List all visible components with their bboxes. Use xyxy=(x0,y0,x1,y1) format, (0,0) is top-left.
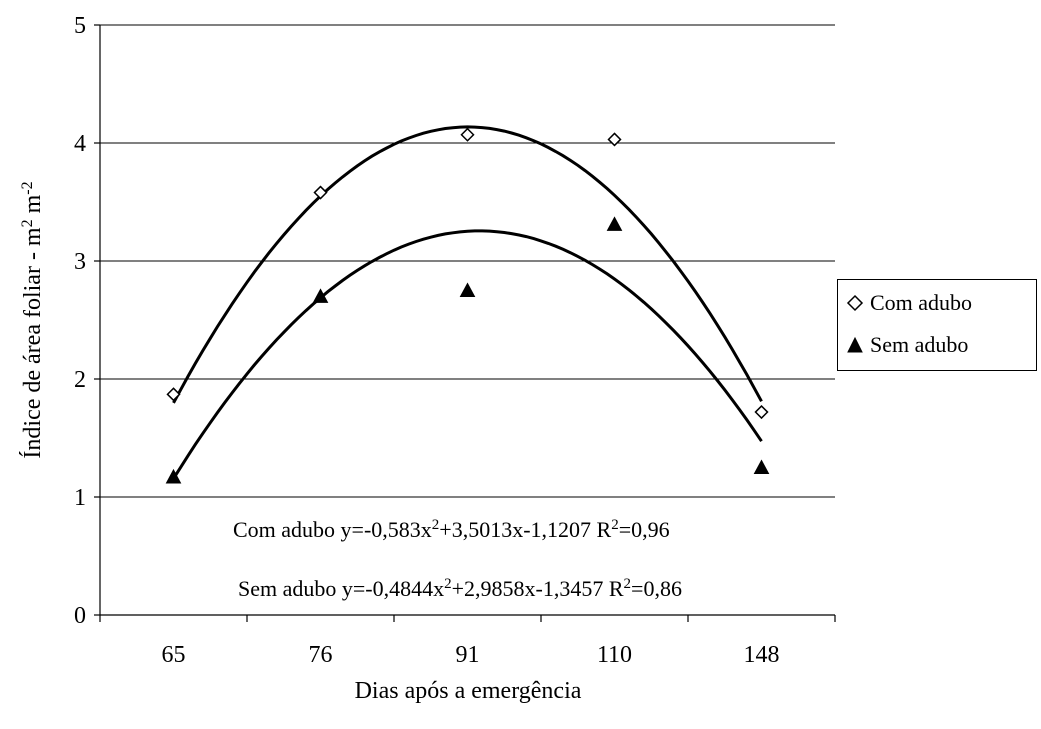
y-axis-title-sup2: -2 xyxy=(19,181,36,194)
y-axis-title-main: Índice de área foliar - m xyxy=(20,227,46,459)
data-points xyxy=(165,127,770,484)
y-tick-label: 0 xyxy=(74,603,86,629)
x-axis-title: Dias após a emergência xyxy=(355,678,582,704)
y-tick-label: 3 xyxy=(74,249,86,275)
y-axis-title-mid: m xyxy=(20,194,46,219)
y-tick-label: 1 xyxy=(74,485,86,511)
legend-item-com-adubo: Com adubo xyxy=(846,290,972,316)
y-axis-title-sup1: 2 xyxy=(19,219,36,227)
y-axis-title: Índice de área foliar - m2 m-2 xyxy=(19,181,47,458)
legend-item-sem-adubo: Sem adubo xyxy=(846,332,968,358)
point-com-adubo xyxy=(313,185,328,200)
point-sem-adubo xyxy=(165,468,182,484)
point-sem-adubo xyxy=(753,459,770,474)
x-tick-label: 148 xyxy=(744,642,780,668)
fit-curve-com-adubo xyxy=(172,125,763,404)
eq2-pre: Sem adubo y=-0,4844x xyxy=(238,576,444,601)
eq2-post: =0,86 xyxy=(631,576,682,601)
equation-com-adubo: Com adubo y=-0,583x2+3,5013x-1,1207 R2=0… xyxy=(233,517,670,542)
point-com-adubo xyxy=(607,132,622,147)
diamond-icon xyxy=(846,294,864,312)
fit-curves xyxy=(172,125,763,480)
x-tick-label: 110 xyxy=(597,642,632,668)
legend-label-com-adubo: Com adubo xyxy=(870,290,973,315)
fit-curve-sem-adubo xyxy=(172,229,763,480)
x-tick-group: 65 76 91 110 148 xyxy=(99,615,836,668)
eq1-mid: +3,5013x-1,1207 R xyxy=(439,517,611,542)
point-com-adubo xyxy=(754,404,769,420)
eq2-sup1: 2 xyxy=(444,576,452,592)
eq1-post: =0,96 xyxy=(619,517,670,542)
equation-sem-adubo: Sem adubo y=-0,4844x2+2,9858x-1,3457 R2=… xyxy=(238,576,682,601)
eq1-sup1: 2 xyxy=(432,517,440,533)
point-sem-adubo xyxy=(606,216,623,231)
x-tick-label: 91 xyxy=(456,642,480,668)
point-com-adubo xyxy=(166,387,181,402)
point-com-adubo xyxy=(460,127,475,142)
y-tick-group: 0 1 2 3 4 5 xyxy=(74,13,100,629)
axes xyxy=(99,25,835,616)
eq2-sup2: 2 xyxy=(624,576,632,592)
triangle-icon xyxy=(847,336,863,353)
y-tick-label: 5 xyxy=(74,13,86,39)
point-sem-adubo xyxy=(459,282,476,297)
legend-label-sem-adubo: Sem adubo xyxy=(870,332,969,357)
eq2-mid: +2,9858x-1,3457 R xyxy=(452,576,624,601)
x-tick-label: 76 xyxy=(309,642,333,668)
y-tick-label: 2 xyxy=(74,367,86,393)
y-tick-label: 4 xyxy=(74,131,86,157)
x-tick-label: 65 xyxy=(162,642,186,668)
eq1-pre: Com adubo y=-0,583x xyxy=(233,517,432,542)
point-sem-adubo xyxy=(312,288,329,303)
legend: Com adubo Sem adubo xyxy=(837,279,1037,371)
eq1-sup2: 2 xyxy=(611,517,619,533)
gridlines xyxy=(100,24,835,498)
